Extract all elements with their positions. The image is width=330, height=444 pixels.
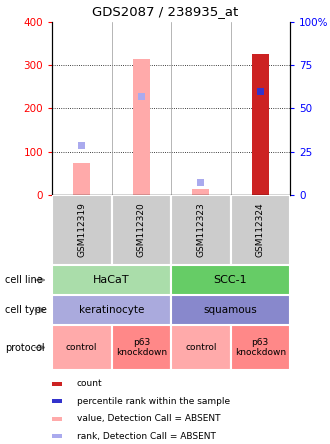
FancyBboxPatch shape [171,265,290,295]
FancyBboxPatch shape [171,295,290,325]
Text: HaCaT: HaCaT [93,275,130,285]
FancyBboxPatch shape [171,325,230,370]
Text: protocol: protocol [5,342,45,353]
Text: value, Detection Call = ABSENT: value, Detection Call = ABSENT [77,414,220,423]
Text: p63
knockdown: p63 knockdown [116,338,167,357]
Text: control: control [185,343,216,352]
FancyBboxPatch shape [230,325,290,370]
Text: GSM112319: GSM112319 [77,202,86,258]
Bar [133,59,149,195]
FancyBboxPatch shape [112,325,171,370]
Text: percentile rank within the sample: percentile rank within the sample [77,397,230,406]
FancyBboxPatch shape [230,195,290,265]
FancyBboxPatch shape [112,195,171,265]
Bar [252,55,269,195]
Text: squamous: squamous [204,305,257,315]
Bar [52,416,62,421]
Text: cell line: cell line [5,275,43,285]
Bar [197,179,205,186]
Bar [256,88,264,95]
Text: GSM112320: GSM112320 [137,202,146,258]
Bar [52,399,62,403]
Text: count: count [77,379,102,388]
Text: GDS2087 / 238935_at: GDS2087 / 238935_at [92,5,238,19]
Bar [52,382,62,386]
Bar [192,189,209,195]
Bar [138,93,145,100]
Bar [78,142,85,149]
Bar [73,163,90,195]
FancyBboxPatch shape [52,295,171,325]
Text: GSM112323: GSM112323 [196,202,205,258]
Text: SCC-1: SCC-1 [214,275,247,285]
FancyBboxPatch shape [52,325,112,370]
Bar [52,434,62,438]
Text: rank, Detection Call = ABSENT: rank, Detection Call = ABSENT [77,432,215,441]
Text: keratinocyte: keratinocyte [79,305,144,315]
FancyBboxPatch shape [52,195,112,265]
Text: cell type: cell type [5,305,47,315]
Text: control: control [66,343,97,352]
FancyBboxPatch shape [52,265,171,295]
Text: GSM112324: GSM112324 [256,203,265,258]
FancyBboxPatch shape [171,195,230,265]
Text: p63
knockdown: p63 knockdown [235,338,286,357]
